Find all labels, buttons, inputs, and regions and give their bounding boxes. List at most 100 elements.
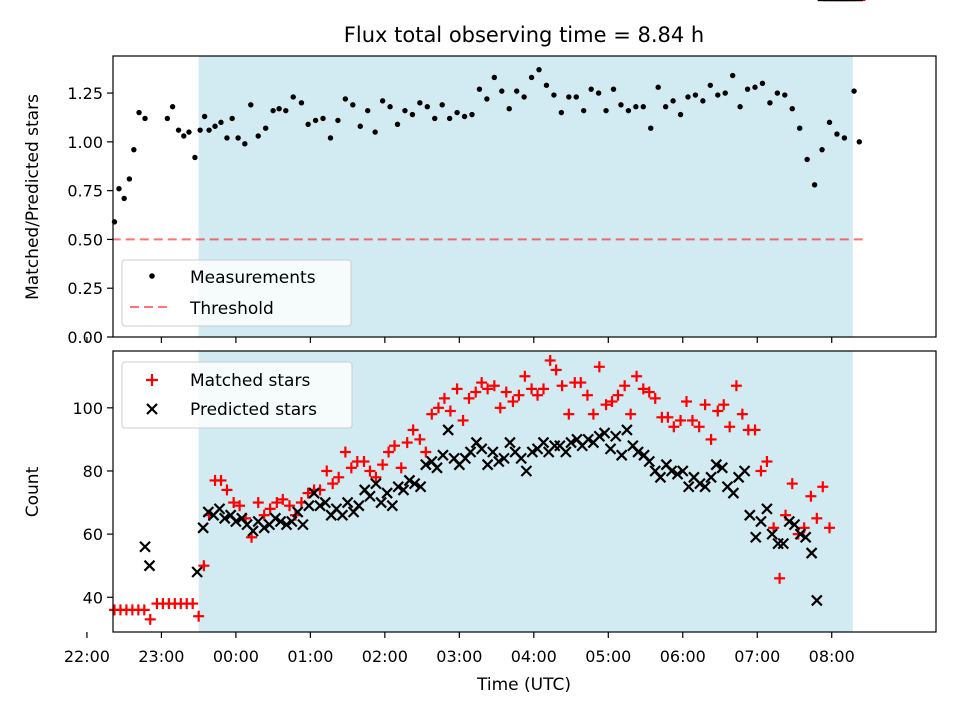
matched-star-point [389,440,401,452]
predicted-star-point [582,433,594,446]
measurement-point [834,131,840,137]
measurement-point [136,109,142,116]
measurement-point [283,107,289,114]
measurement-point [648,125,654,131]
measurement-point [402,107,408,114]
predicted-star-point [744,509,756,521]
measurement-point [610,86,617,92]
matched-star-point [606,396,618,408]
legend-measurements-label: Measurements [190,268,316,288]
measurement-point [759,80,766,87]
predicted-star-point [431,462,443,474]
measurement-point [270,107,276,114]
predicted-star-point [621,424,633,436]
matched-star-point [339,446,351,458]
measurement-point [484,96,490,102]
measurement-point [774,90,781,96]
matched-star-point [414,433,426,445]
measurement-point [603,107,609,114]
predicted-star-point [285,515,298,528]
matched-star-point [193,610,205,622]
matched-star-point [221,484,233,496]
measurement-point [379,98,386,104]
measurement-point [811,182,818,188]
measurement-point [192,154,198,161]
measurement-point [255,133,261,139]
matched-star-point [234,500,246,512]
predicted-star-point [498,452,510,465]
matched-star-point [805,490,817,502]
measurement-point [566,94,572,100]
measurement-point [737,104,743,110]
matched-star-point [444,405,456,417]
measurement-point [186,129,192,135]
measurement-point [242,141,248,147]
measurement-point [312,117,319,124]
predicted-star-point [258,522,270,534]
predicted-star-point [598,427,611,439]
bottom-plot-frame [112,350,937,633]
predicted-star-point [420,458,432,471]
measurement-point [424,104,431,110]
bottom-x-tick-label: 06:00 [660,647,706,666]
predicted-star-point [755,515,767,528]
measurement-point [662,104,669,110]
matched-star-point [643,386,655,398]
predicted-star-point [749,531,762,544]
predicted-star-point [694,477,706,490]
legend-measurement-marker [149,273,155,279]
measurement-point [206,127,212,133]
bottom-y-tick-label: 40 [83,588,103,607]
predicted-star-point [191,566,203,578]
measurement-point [262,125,269,131]
matched-star-point [494,402,506,414]
bottom-y-tick-label: 60 [83,525,103,544]
predicted-star-point [213,503,226,515]
matched-star-point [370,471,382,483]
predicted-star-point [794,528,807,540]
measurement-point [142,115,148,122]
predicted-star-point [353,499,365,512]
bottom-x-tick-label: 04:00 [511,647,557,666]
predicted-star-point [560,446,572,458]
measurement-point [126,176,133,182]
predicted-star-point [197,522,209,534]
measurement-point [789,105,795,112]
matched-star-point [377,459,389,471]
predicted-star-point [297,518,309,531]
matched-star-point [426,408,438,420]
predicted-star-point [303,499,315,512]
bottom-legend-box [121,361,353,429]
predicted-star-point [269,512,282,525]
predicted-star-point [408,477,421,490]
matched-star-point [712,405,724,417]
measurement-point [856,139,862,145]
measurement-point [235,135,241,141]
predicted-star-point [504,436,516,449]
matched-star-point [686,414,698,426]
matched-star-point [457,414,469,426]
matched-star-point [581,389,593,401]
predicted-star-point [671,468,684,480]
bottom-x-tick-label: 01:00 [287,647,333,666]
predicted-star-point [143,559,156,572]
measurement-point [394,121,401,127]
predicted-star-point [761,503,773,515]
measurement-point [729,72,736,79]
predicted-star-point [654,471,667,484]
predicted-star-point [788,518,801,531]
predicted-star-point [615,449,628,461]
legend-matched-marker [146,374,158,386]
bottom-x-tick-label: 02:00 [362,647,408,666]
top-legend: Measurements Threshold [121,259,352,327]
predicted-star-point [308,487,320,499]
measurement-point [229,115,235,122]
predicted-star-point [381,487,393,499]
measurement-point [327,135,334,141]
predicted-star-point [487,446,499,458]
measurement-point [804,156,810,163]
matched-star-point [575,377,587,389]
top-y-tick-label: 0.00 [67,328,103,347]
predicted-star-point [716,462,729,474]
measurement-point [752,84,758,90]
